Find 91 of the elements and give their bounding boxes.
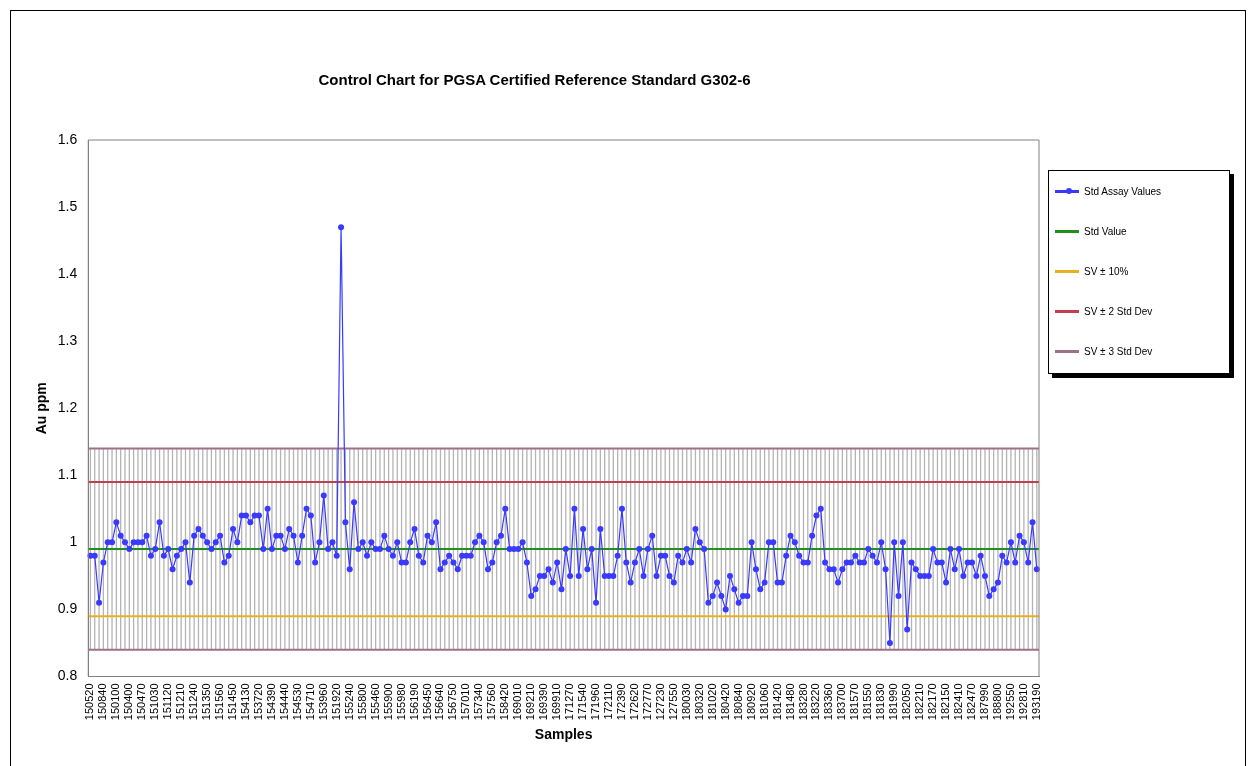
x-tick-label: 187990: [978, 683, 991, 721]
x-tick-label: 151350: [200, 683, 213, 721]
legend-label: SV ± 3 Std Dev: [1084, 345, 1153, 357]
y-tick-label: 1.1: [57, 466, 78, 483]
x-tick-label: 181830: [874, 683, 887, 721]
x-tick-label: 127230: [653, 683, 666, 721]
x-tick-label: 155900: [381, 683, 394, 721]
x-tick-label: 151210: [174, 683, 187, 721]
x-tick-label: 180920: [744, 683, 757, 721]
x-tick-label: 181420: [770, 683, 783, 721]
y-tick-label: 1.2: [57, 399, 78, 416]
x-tick-label: 169910: [550, 683, 563, 721]
x-tick-label: 180030: [679, 683, 692, 721]
x-tick-label: 171270: [563, 683, 576, 721]
x-tick-label: 155800: [355, 683, 368, 721]
x-tick-label: 150400: [122, 683, 135, 721]
y-tick-label: 1.4: [57, 264, 78, 281]
legend-label: SV ± 10%: [1084, 265, 1129, 277]
legend-label: Std Value: [1084, 225, 1127, 237]
x-tick-label: 150520: [83, 683, 96, 721]
x-tick-label: 169210: [524, 683, 537, 721]
y-tick-label: 1.5: [57, 197, 78, 214]
y-tick-label: 1.6: [57, 130, 78, 147]
x-tick-label: 171540: [576, 683, 589, 721]
x-tick-label: 154530: [290, 683, 303, 721]
x-tick-label: 181550: [861, 683, 874, 721]
chart-title: Control Chart for PGSA Certified Reference Standard G302-6: [318, 71, 751, 89]
x-tick-label: 181020: [705, 683, 718, 721]
x-tick-label: 153960: [316, 683, 329, 721]
x-tick-label: 150840: [96, 683, 109, 721]
legend-label: SV ± 2 Std Dev: [1084, 305, 1153, 317]
x-tick-label: 182150: [939, 683, 952, 721]
x-tick-label: 150100: [109, 683, 122, 721]
x-tick-label: 151240: [187, 683, 200, 721]
x-tick-label: 154710: [303, 683, 316, 721]
x-tick-label: 151450: [226, 683, 239, 721]
x-tick-label: 193190: [1029, 683, 1042, 721]
x-tick-label: 155460: [368, 683, 381, 721]
x-tick-label: 172620: [627, 683, 640, 721]
x-tick-label: 182170: [926, 683, 939, 721]
x-tick-label: 169390: [537, 683, 550, 721]
x-tick-label: 182210: [913, 683, 926, 721]
x-tick-label: 169010: [511, 683, 524, 721]
x-tick-label: 151560: [213, 683, 226, 721]
x-tick-label: 188800: [990, 683, 1003, 721]
x-tick-label: 182410: [952, 683, 965, 721]
x-tick-label: 183360: [822, 683, 835, 721]
x-tick-label: 157560: [485, 683, 498, 721]
x-tick-label: 154440: [277, 683, 290, 721]
legend-label: Std Assay Values: [1084, 185, 1162, 197]
x-tick-label: 155980: [394, 683, 407, 721]
x-tick-label: 172770: [640, 683, 653, 721]
x-tick-label: 192810: [1016, 683, 1029, 721]
x-tick-label: 153720: [251, 683, 264, 721]
y-tick-label: 1.3: [57, 332, 78, 349]
x-tick-label: 183280: [796, 683, 809, 721]
x-tick-label: 180420: [718, 683, 731, 721]
x-tick-label: 172390: [615, 683, 627, 721]
y-tick-label: 0.8: [57, 667, 78, 684]
x-tick-label: 182470: [965, 683, 978, 721]
x-tick-label: 171960: [589, 683, 602, 721]
x-tick-label: 157010: [459, 683, 472, 721]
x-tick-label: 158420: [498, 683, 511, 721]
x-tick-label: 151030: [148, 683, 161, 721]
x-tick-label: 183700: [835, 683, 848, 721]
x-tick-label: 154130: [239, 683, 252, 721]
x-axis-title: Samples: [534, 726, 593, 743]
x-tick-label: 156750: [446, 683, 459, 721]
x-tick-label: 157340: [472, 683, 485, 721]
x-tick-label: 150470: [135, 683, 148, 721]
x-tick-label: 180840: [731, 683, 744, 721]
x-tick-label: 180320: [692, 683, 705, 721]
x-tick-label: 183220: [809, 683, 822, 721]
x-tick-label: 151920: [329, 683, 342, 721]
x-tick-label: 156640: [433, 683, 446, 721]
y-tick-label: 1: [69, 533, 78, 550]
x-tick-label: 192550: [1003, 683, 1016, 721]
x-tick-label: 182050: [900, 683, 913, 721]
x-tick-label: 156450: [420, 683, 433, 721]
x-tick-label: 155240: [342, 683, 355, 721]
y-axis-title: Au ppm: [33, 382, 50, 435]
x-tick-label: 181480: [783, 683, 796, 721]
x-tick-label: 181060: [757, 683, 770, 721]
x-tick-label: 151120: [161, 683, 174, 720]
x-tick-label: 181990: [887, 683, 900, 721]
y-tick-label: 0.9: [57, 600, 78, 617]
x-tick-label: 127550: [666, 683, 679, 721]
x-tick-label: 172110: [602, 683, 615, 720]
x-tick-label: 156190: [407, 683, 420, 721]
x-tick-label: 154390: [264, 683, 277, 721]
x-tick-label: 181570: [848, 683, 861, 721]
